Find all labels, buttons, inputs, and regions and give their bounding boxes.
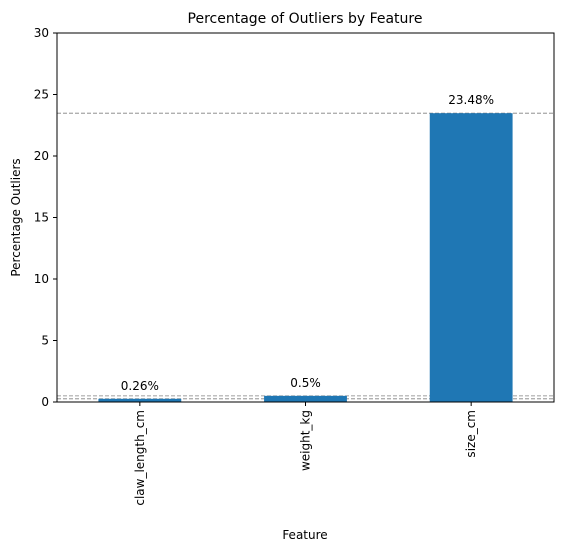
y-tick-label: 0 — [41, 395, 49, 409]
y-tick-label: 30 — [34, 26, 49, 40]
plot-area-frame — [56, 32, 555, 403]
bar-size_cm — [429, 113, 513, 403]
x-axis: claw_length_cm weight_kg size_cm — [133, 402, 478, 506]
bar-weight_kg — [264, 395, 347, 402]
chart-title: Percentage of Outliers by Feature — [188, 11, 423, 27]
y-axis-label: Percentage Outliers — [9, 158, 23, 276]
y-axis: 0 5 10 15 20 25 30 — [34, 26, 57, 409]
x-tick-label-claw_length_cm: claw_length_cm — [133, 410, 147, 506]
bar-value-label-size_cm: 23.48% — [448, 93, 494, 107]
bar-claw_length_cm — [98, 398, 182, 402]
x-axis-label: Feature — [282, 528, 327, 542]
y-tick-label: 25 — [34, 88, 49, 102]
x-tick-label-weight_kg: weight_kg — [299, 410, 313, 471]
y-tick-label: 15 — [34, 211, 49, 225]
x-tick-label-size_cm: size_cm — [464, 410, 478, 458]
bar-value-label-weight_kg: 0.5% — [290, 376, 321, 390]
bar-value-label-claw_length_cm: 0.26% — [121, 379, 159, 393]
y-tick-label: 5 — [41, 334, 49, 348]
y-tick-label: 10 — [34, 272, 49, 286]
bars — [98, 113, 513, 403]
y-tick-label: 20 — [34, 149, 49, 163]
bar-value-labels: 0.26% 0.5% 23.48% — [121, 93, 494, 393]
